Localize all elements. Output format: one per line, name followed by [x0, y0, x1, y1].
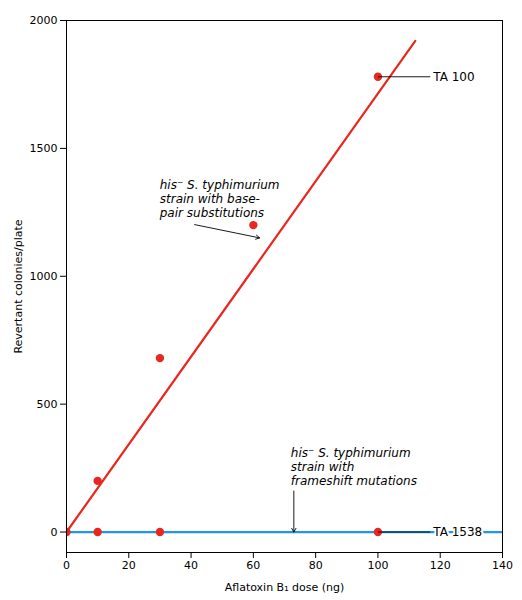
svg-text:20: 20 [122, 559, 136, 572]
svg-text:0: 0 [51, 526, 58, 539]
svg-text:500: 500 [37, 398, 58, 411]
svg-text:2000: 2000 [30, 14, 58, 27]
svg-text:120: 120 [430, 559, 451, 572]
svg-text:TA 1538: TA 1538 [432, 525, 482, 539]
svg-text:0: 0 [63, 559, 70, 572]
svg-text:TA 100: TA 100 [432, 70, 474, 84]
svg-text:his⁻ S. typhimuriumstrain with: his⁻ S. typhimuriumstrain withframeshift… [291, 446, 417, 488]
svg-text:1000: 1000 [30, 270, 58, 283]
svg-text:his⁻ S. typhimuriumstrain with: his⁻ S. typhimuriumstrain with base-pair… [159, 178, 280, 220]
svg-text:100: 100 [367, 559, 388, 572]
svg-text:1500: 1500 [30, 142, 58, 155]
svg-text:Revertant colonies/plate: Revertant colonies/plate [12, 219, 25, 353]
svg-text:80: 80 [309, 559, 323, 572]
svg-text:Aflatoxin B₁ dose (ng): Aflatoxin B₁ dose (ng) [225, 581, 345, 594]
svg-text:60: 60 [246, 559, 260, 572]
svg-text:40: 40 [184, 559, 198, 572]
svg-text:140: 140 [492, 559, 513, 572]
